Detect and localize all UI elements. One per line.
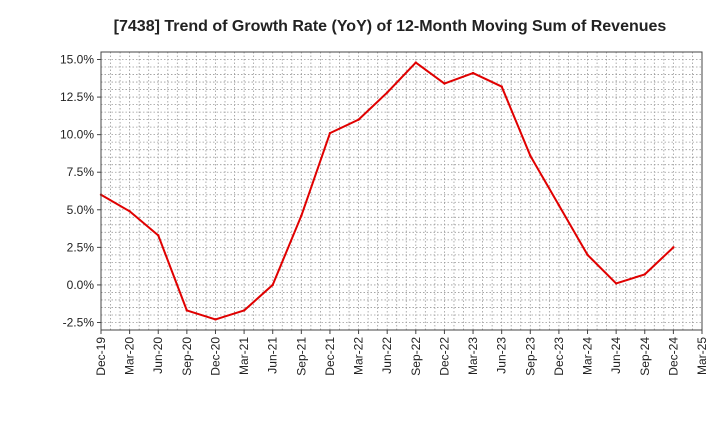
data-point — [385, 91, 389, 94]
data-point — [414, 61, 418, 64]
x-tick-label: Dec-23 — [552, 337, 566, 376]
x-tick-label: Mar-25 — [695, 337, 709, 375]
x-tick-label: Mar-20 — [123, 337, 137, 375]
y-tick-label: 0.0% — [67, 278, 95, 292]
x-tick-label: Sep-24 — [638, 337, 652, 376]
x-tick-label: Dec-20 — [208, 337, 222, 376]
x-tick-label: Mar-21 — [237, 337, 251, 375]
data-point — [500, 85, 503, 88]
data-point — [557, 204, 561, 207]
x-tick-label: Jun-20 — [151, 337, 165, 374]
data-point — [443, 82, 446, 85]
x-tick-label: Sep-21 — [294, 337, 308, 376]
x-axis-ticks: Dec-19 Mar-20 Jun-20 Sep-20 Dec-20 Mar-21 Jun-… — [94, 330, 709, 376]
y-tick-label: 5.0% — [67, 203, 95, 217]
x-tick-label: Dec-21 — [323, 337, 337, 376]
x-tick-label: Mar-23 — [466, 337, 480, 375]
data-point — [128, 210, 131, 213]
data-point — [614, 282, 618, 285]
data-point — [672, 246, 675, 249]
x-tick-label: Dec-24 — [666, 337, 680, 376]
data-point — [271, 283, 274, 287]
data-point — [471, 71, 475, 75]
data-point — [242, 309, 246, 312]
x-tick-label: Dec-19 — [94, 337, 108, 376]
x-tick-label: Sep-23 — [523, 337, 537, 376]
x-tick-label: Mar-24 — [581, 337, 595, 375]
data-point — [643, 273, 646, 276]
data-point — [586, 253, 589, 257]
x-tick-label: Dec-22 — [437, 337, 451, 376]
y-tick-label: 15.0% — [60, 53, 94, 67]
x-tick-label: Mar-22 — [352, 337, 366, 375]
x-tick-label: Sep-22 — [409, 337, 423, 376]
series-group — [99, 61, 675, 321]
data-point — [529, 154, 532, 157]
data-point — [185, 309, 189, 312]
x-tick-label: Jun-21 — [266, 337, 280, 374]
data-point — [157, 234, 160, 237]
y-tick-label: -2.5% — [63, 315, 95, 329]
data-point — [357, 118, 360, 121]
y-tick-label: 2.5% — [67, 240, 95, 254]
chart-title: [7438] Trend of Growth Rate (YoY) of 12-… — [114, 18, 667, 35]
y-axis-ticks: -2.5% 0.0% 2.5% 5.0% 7.5% 10.0% 12.5% 15.0% — [60, 53, 101, 329]
data-point — [328, 131, 332, 135]
y-tick-label: 12.5% — [60, 90, 94, 104]
x-tick-label: Jun-22 — [380, 337, 394, 374]
data-point — [300, 214, 303, 217]
x-tick-label: Jun-24 — [609, 337, 623, 374]
plot-area — [100, 51, 703, 331]
x-tick-label: Sep-20 — [180, 337, 194, 376]
x-tick-label: Jun-23 — [495, 337, 509, 374]
y-tick-label: 10.0% — [60, 128, 94, 142]
y-tick-label: 7.5% — [67, 165, 95, 179]
data-point — [214, 318, 217, 321]
grid — [101, 52, 702, 330]
